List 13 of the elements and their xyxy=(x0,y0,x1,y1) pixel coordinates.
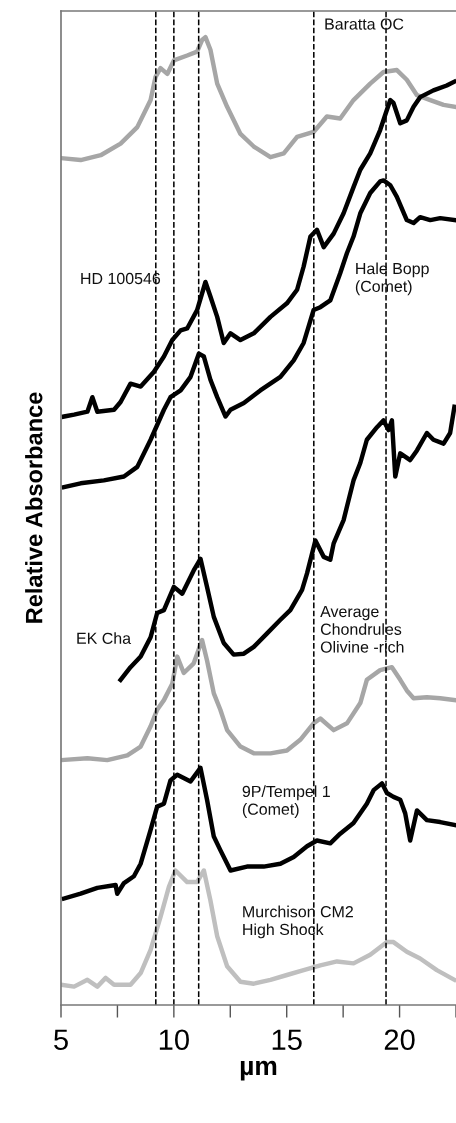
series-label: Hale Bopp (Comet) xyxy=(355,262,429,296)
series-label: 9P/Tempel 1 (Comet) xyxy=(242,785,330,818)
text: Baratta OC xyxy=(325,18,404,30)
series-label: Murchison CM2 High Shock xyxy=(243,905,353,939)
x-tick-label: 5 xyxy=(54,1029,68,1051)
x-tick-label: 15 xyxy=(272,1029,302,1051)
x-axis-title: µm xyxy=(240,1060,277,1081)
x-tick-label: 10 xyxy=(159,1029,189,1051)
x-tick-label: 20 xyxy=(384,1029,415,1051)
series-label: Average Chondrules Olivine -rich xyxy=(320,606,404,653)
y-axis-title: Relative Absorbance xyxy=(25,392,43,623)
text: HD 100546 xyxy=(81,272,161,285)
series-label: EK Cha xyxy=(77,632,132,644)
